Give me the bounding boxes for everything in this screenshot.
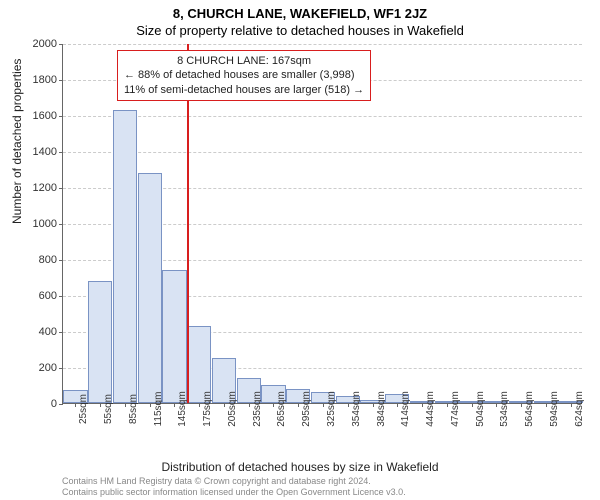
y-tick bbox=[59, 152, 63, 153]
y-tick bbox=[59, 224, 63, 225]
y-tick-label: 1200 bbox=[33, 182, 57, 194]
footer-line2: Contains public sector information licen… bbox=[62, 487, 406, 498]
x-tick bbox=[472, 403, 473, 407]
y-tick-label: 1000 bbox=[33, 218, 57, 230]
x-tick bbox=[75, 403, 76, 407]
x-tick bbox=[521, 403, 522, 407]
footer-line1: Contains HM Land Registry data © Crown c… bbox=[62, 476, 406, 487]
y-tick-label: 1800 bbox=[33, 74, 57, 86]
x-tick bbox=[422, 403, 423, 407]
gridline bbox=[63, 116, 582, 117]
y-tick-label: 600 bbox=[39, 290, 57, 302]
x-tick-label: 624sqm bbox=[574, 391, 585, 427]
x-axis-label: Distribution of detached houses by size … bbox=[161, 460, 438, 474]
gridline bbox=[63, 152, 582, 153]
y-tick bbox=[59, 332, 63, 333]
x-tick bbox=[348, 403, 349, 407]
x-tick bbox=[571, 403, 572, 407]
x-tick bbox=[397, 403, 398, 407]
x-tick bbox=[373, 403, 374, 407]
footer-attribution: Contains HM Land Registry data © Crown c… bbox=[62, 476, 406, 498]
x-tick-label: 354sqm bbox=[351, 391, 362, 427]
annotation-line3: 11% of semi-detached houses are larger (… bbox=[124, 83, 364, 97]
y-tick bbox=[59, 80, 63, 81]
y-tick-label: 0 bbox=[51, 398, 57, 410]
x-tick-label: 594sqm bbox=[549, 391, 560, 427]
y-tick bbox=[59, 44, 63, 45]
x-tick-label: 564sqm bbox=[524, 391, 535, 427]
y-tick-label: 1600 bbox=[33, 110, 57, 122]
histogram-bar bbox=[138, 173, 162, 403]
x-tick-label: 534sqm bbox=[499, 391, 510, 427]
x-tick bbox=[199, 403, 200, 407]
x-tick bbox=[249, 403, 250, 407]
annotation-line1: 8 CHURCH LANE: 167sqm bbox=[124, 54, 364, 68]
y-tick-label: 800 bbox=[39, 254, 57, 266]
y-tick bbox=[59, 188, 63, 189]
page-subtitle: Size of property relative to detached ho… bbox=[0, 21, 600, 38]
chart-container: 8, CHURCH LANE, WAKEFIELD, WF1 2JZ Size … bbox=[0, 0, 600, 500]
y-tick-label: 400 bbox=[39, 326, 57, 338]
page-title: 8, CHURCH LANE, WAKEFIELD, WF1 2JZ bbox=[0, 0, 600, 21]
y-tick bbox=[59, 116, 63, 117]
y-tick bbox=[59, 368, 63, 369]
histogram-bar bbox=[113, 110, 137, 403]
x-tick bbox=[273, 403, 274, 407]
x-tick bbox=[125, 403, 126, 407]
y-tick-label: 1400 bbox=[33, 146, 57, 158]
x-tick bbox=[447, 403, 448, 407]
y-tick bbox=[59, 296, 63, 297]
x-tick-label: 444sqm bbox=[425, 391, 436, 427]
y-tick-label: 200 bbox=[39, 362, 57, 374]
x-tick-label: 414sqm bbox=[400, 391, 411, 427]
x-tick bbox=[496, 403, 497, 407]
y-tick bbox=[59, 404, 63, 405]
x-tick bbox=[298, 403, 299, 407]
x-tick bbox=[150, 403, 151, 407]
annotation-line2: ← 88% of detached houses are smaller (3,… bbox=[124, 68, 364, 82]
histogram-bar bbox=[88, 281, 112, 403]
y-axis-label: Number of detached properties bbox=[10, 59, 24, 224]
x-tick bbox=[174, 403, 175, 407]
y-tick bbox=[59, 260, 63, 261]
y-tick-label: 2000 bbox=[33, 38, 57, 50]
x-tick bbox=[100, 403, 101, 407]
x-tick bbox=[546, 403, 547, 407]
plot-area: 020040060080010001200140016001800200025s… bbox=[62, 44, 582, 404]
histogram-bar bbox=[162, 270, 186, 403]
x-tick bbox=[323, 403, 324, 407]
x-tick-label: 474sqm bbox=[450, 391, 461, 427]
x-tick bbox=[224, 403, 225, 407]
x-tick-label: 504sqm bbox=[475, 391, 486, 427]
annotation-box: 8 CHURCH LANE: 167sqm ← 88% of detached … bbox=[117, 50, 371, 101]
gridline bbox=[63, 44, 582, 45]
